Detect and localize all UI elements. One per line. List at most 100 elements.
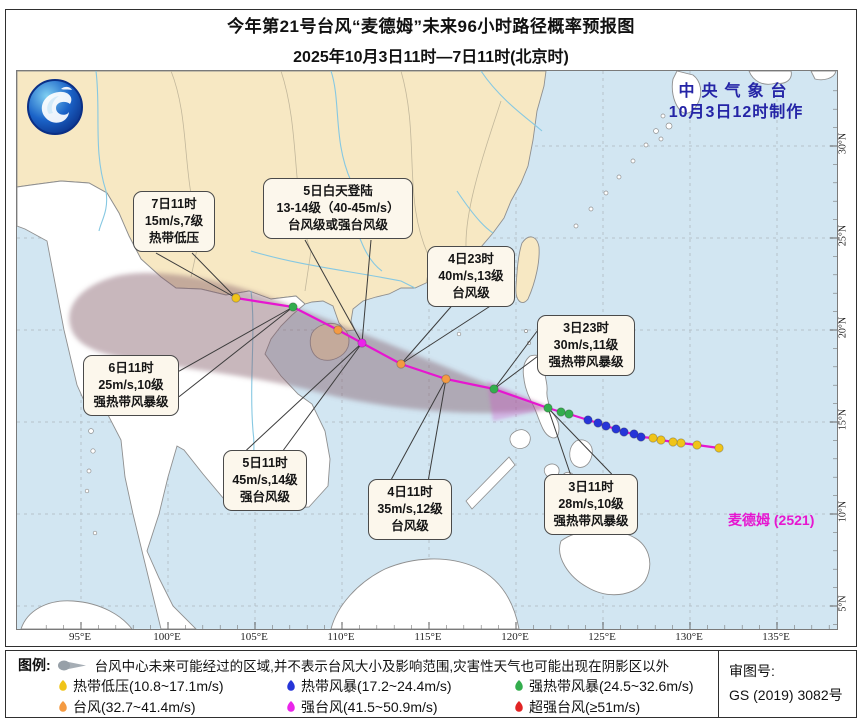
track-point-sts [556, 407, 566, 417]
callout-line: 35m/s,12级 [377, 502, 443, 516]
track-point-ts [619, 427, 629, 437]
legend-main: 图例: 台风中心未来可能经过的区域,并不表示台风大小及影响范围,灾害性天气也可能… [6, 651, 718, 717]
taiwan-island [515, 236, 540, 303]
forecast-callout: 7日11时 15m/s,7级 热带低压 [133, 191, 215, 252]
callout-line: 15m/s,7级 [144, 214, 204, 228]
page-title: 今年第21号台风“麦德姆”未来96小时路径概率预报图 [227, 17, 635, 36]
lat-label: 15°N [837, 408, 849, 431]
track-point-td [231, 293, 241, 303]
callout-line: 3日23时 [563, 321, 609, 335]
sumatra-island [20, 600, 133, 629]
intensity-marker-icon [59, 701, 67, 712]
forecast-callout: 5日白天登陆 13-14级（40-45m/s） 台风级或强台风级 [263, 178, 413, 239]
legend-cone-note: 台风中心未来可能经过的区域,并不表示台风大小及影响范围,灾害性天气也可能出现在阴… [94, 659, 670, 674]
mindoro-island [509, 429, 531, 449]
callout-line: 25m/s,10级 [98, 378, 164, 392]
forecast-callout: 3日11时 28m/s,10级 强热带风暴级 [544, 474, 638, 535]
callout-line: 强热带风暴级 [93, 395, 169, 409]
borneo-island [330, 558, 520, 629]
callout-line: 45m/s,14级 [232, 473, 298, 487]
lon-label: 105°E [240, 631, 268, 643]
lon-label: 130°E [675, 631, 703, 643]
legend-item: 强热带风暴(24.5~32.6m/s) [514, 675, 708, 696]
probability-cone [69, 272, 550, 413]
title-block: 今年第21号台风“麦德姆”未来96小时路径概率预报图 2025年10月3日11时… [0, 12, 862, 67]
callout-line: 5日11时 [242, 456, 288, 470]
review-label: 审图号: [729, 663, 775, 679]
intensity-marker-icon [515, 680, 523, 691]
track-point-td [656, 435, 666, 445]
callout-line: 3日11时 [568, 480, 614, 494]
track-point-sts [489, 384, 499, 394]
legend-box: 图例: 台风中心未来可能经过的区域,并不表示台风大小及影响范围,灾害性天气也可能… [5, 650, 857, 718]
intensity-marker-icon [59, 680, 67, 691]
lon-label: 95°E [68, 631, 92, 643]
callout-line: 台风级 [452, 286, 490, 300]
legend-item: 热带风暴(17.2~24.4m/s) [286, 675, 514, 696]
track-point-ts [629, 429, 639, 439]
cma-logo [27, 79, 83, 135]
samar-island [569, 439, 593, 468]
lat-label: 10°N [837, 500, 849, 523]
map-area: 中央气象台 10月3日12时制作 7日11时 15m/s,7级 热带低压 5日白天登陆… [16, 70, 838, 630]
lat-label: 30°N [837, 132, 849, 155]
callout-line: 6日11时 [108, 361, 154, 375]
track-point-sty [357, 338, 367, 348]
track-point-ty [333, 325, 343, 335]
storm-name-label: 麦德姆 (2521) [728, 512, 815, 528]
track-point-sts [564, 409, 574, 419]
legend-item: 强台风(41.5~50.9m/s) [286, 696, 514, 717]
callout-line: 台风级或强台风级 [287, 218, 388, 232]
andaman-islands [84, 428, 98, 536]
track-point-ts [611, 424, 621, 434]
forecast-callout: 3日23时 30m/s,11级 强热带风暴级 [537, 315, 635, 376]
callout-line: 30m/s,11级 [553, 338, 619, 352]
callout-line: 7日11时 [151, 197, 197, 211]
agency-name: 中央气象台 [678, 83, 794, 100]
typhoon-position-dots [231, 293, 724, 453]
track-point-ty [396, 359, 406, 369]
lon-label: 120°E [501, 631, 529, 643]
forecast-callout: 4日23时 40m/s,13级 台风级 [427, 246, 515, 307]
callout-line: 强台风级 [239, 490, 290, 504]
callout-line: 强热带风暴级 [553, 514, 629, 528]
track-point-ts [583, 415, 593, 425]
lon-label: 135°E [762, 631, 790, 643]
callout-line: 台风级 [391, 519, 429, 533]
track-point-td [676, 438, 686, 448]
page-subtitle: 2025年10月3日11时—7日11时(北京时) [293, 49, 569, 66]
intensity-marker-icon [515, 701, 523, 712]
issue-time: 10月3日12时制作 [668, 104, 804, 121]
lon-label: 115°E [414, 631, 442, 643]
legend-item-label: 台风(32.7~41.4m/s) [73, 698, 196, 715]
kyushu-island [671, 71, 702, 114]
legend-item: 热带低压(10.8~17.1m/s) [58, 675, 286, 696]
honshu-fragment [748, 71, 837, 85]
legend-cone-row: 图例: 台风中心未来可能经过的区域,并不表示台风大小及影响范围,灾害性天气也可能… [18, 655, 669, 675]
legend-item-label: 强台风(41.5~50.9m/s) [301, 698, 438, 715]
lon-label: 110°E [327, 631, 355, 643]
callout-line: 4日23时 [448, 252, 494, 266]
palawan-island [465, 456, 516, 510]
lat-label: 25°N [837, 224, 849, 247]
forecast-callout: 4日11时 35m/s,12级 台风级 [368, 479, 452, 540]
review-number: GS (2019) 3082号 [729, 687, 843, 703]
track-point-td [668, 437, 678, 447]
track-point-sts [288, 302, 298, 312]
intensity-marker-icon [287, 701, 295, 712]
callout-line: 13-14级（40-45m/s） [276, 201, 400, 215]
callout-line: 40m/s,13级 [438, 269, 504, 283]
legend-item-label: 强热带风暴(24.5~32.6m/s) [529, 677, 694, 694]
track-point-sts [543, 403, 553, 413]
track-point-ty [441, 374, 451, 384]
track-point-ts [601, 421, 611, 431]
legend-items: 热带低压(10.8~17.1m/s) 热带风暴(17.2~24.4m/s) 强热带风… [58, 675, 708, 717]
callout-line: 4日11时 [387, 485, 433, 499]
map-review-box: 审图号: GS (2019) 3082号 [718, 651, 856, 717]
cone-legend-icon [57, 660, 86, 670]
track-point-td [648, 433, 658, 443]
legend-title: 图例: [18, 657, 51, 673]
legend-item: 台风(32.7~41.4m/s) [58, 696, 286, 717]
callout-line: 28m/s,10级 [558, 497, 624, 511]
